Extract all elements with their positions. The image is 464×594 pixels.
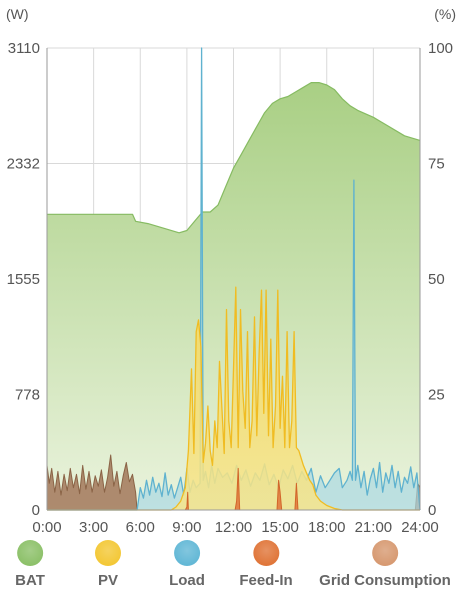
x-tick-label: 21:00 [355,519,393,536]
y-right-tick-label: 100 [428,40,453,57]
legend-dot-icon [253,540,279,566]
x-tick-label: 6:00 [126,519,155,536]
y-left-tick-label: 1555 [7,271,40,288]
x-tick-label: 24:00 [401,519,439,536]
y-right-tick-label: 0 [428,502,436,519]
legend-dot-icon [174,540,200,566]
y-right-tick-label: 75 [428,156,445,173]
grid-consumption-line [46,454,421,511]
x-tick-label: 3:00 [79,519,108,536]
legend-dot-icon [95,540,121,566]
energy-chart: (W) (%) 0 778 1555 2332 3110 0 25 50 75 100 0:00 3:… [6,6,456,536]
legend: BAT PV Load Feed-In Grid Consumption [0,540,464,594]
y-left-tick-label: 2332 [7,156,40,173]
x-tick-label: 9:00 [172,519,201,536]
legend-item-bat[interactable]: BAT [15,540,45,589]
x-tick-label: 0:00 [32,519,61,536]
left-axis-unit: (W) [6,6,29,22]
y-right-tick-label: 25 [428,387,445,404]
x-tick-label: 15:00 [261,519,299,536]
legend-item-feed-in[interactable]: Feed-In [239,540,293,589]
bat-line [47,82,421,234]
y-left-tick-label: 0 [32,502,40,519]
legend-item-grid-consumption[interactable]: Grid Consumption [319,540,451,589]
legend-label: Grid Consumption [319,572,451,589]
y-right-tick-label: 50 [428,271,445,288]
grid-consumption-area [47,455,420,510]
y-left-tick-label: 3110 [8,40,40,57]
x-tick-label: 12:00 [215,519,253,536]
y-left-tick-label: 778 [15,387,40,404]
right-axis-unit: (%) [434,6,456,22]
legend-label: BAT [15,572,45,589]
x-tick-label: 18:00 [308,519,346,536]
axes: (W) (%) 0 778 1555 2332 3110 0 25 50 75 100 0:00 3:… [6,6,456,536]
pv-area [47,287,420,510]
legend-item-load[interactable]: Load [169,540,205,589]
legend-dot-icon [372,540,398,566]
legend-label: Feed-In [239,572,293,589]
legend-item-pv[interactable]: PV [95,540,121,589]
bat-area [47,82,420,510]
legend-dot-icon [17,540,43,566]
pv-line [47,286,420,511]
legend-label: Load [169,572,205,589]
series-layer [46,47,421,511]
legend-label: PV [97,572,118,589]
